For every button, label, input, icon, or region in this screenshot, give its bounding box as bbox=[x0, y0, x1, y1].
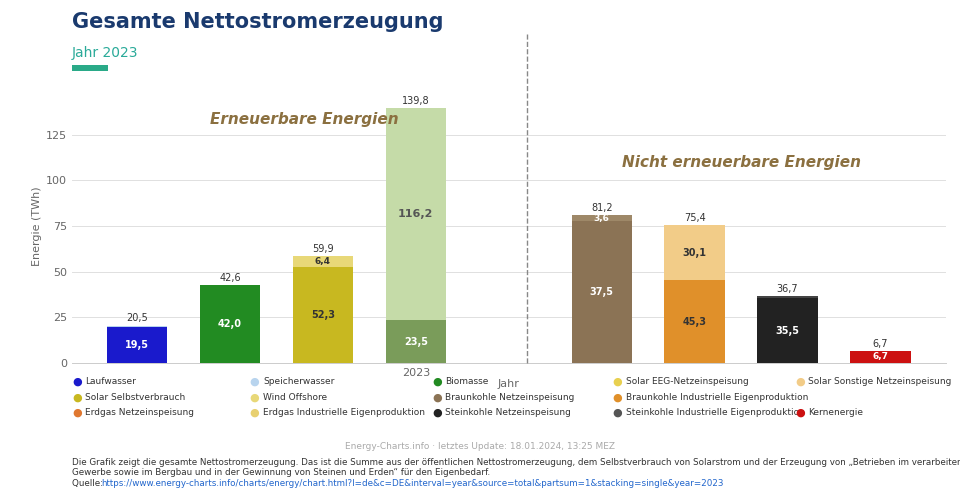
Text: 35,5: 35,5 bbox=[776, 326, 800, 335]
Bar bbox=[571, 221, 632, 363]
Text: Quelle:: Quelle: bbox=[72, 479, 106, 488]
Text: Jahr 2023: Jahr 2023 bbox=[72, 46, 138, 60]
Text: 81,2: 81,2 bbox=[591, 203, 612, 212]
Text: Erdgas Industrielle Eigenproduktion: Erdgas Industrielle Eigenproduktion bbox=[263, 409, 425, 417]
Bar bbox=[386, 108, 446, 320]
Bar bbox=[386, 320, 446, 363]
Bar bbox=[107, 328, 167, 363]
Text: 116,2: 116,2 bbox=[398, 209, 434, 219]
Text: Wind Offshore: Wind Offshore bbox=[263, 393, 327, 402]
Text: 20,5: 20,5 bbox=[126, 313, 148, 324]
Text: 6,7: 6,7 bbox=[873, 352, 889, 362]
Text: Braunkohle Netzeinspeisung: Braunkohle Netzeinspeisung bbox=[445, 393, 575, 402]
Y-axis label: Energie (TWh): Energie (TWh) bbox=[32, 186, 42, 266]
Text: ●: ● bbox=[612, 376, 622, 386]
Text: 42,0: 42,0 bbox=[218, 319, 242, 329]
Text: ●: ● bbox=[432, 376, 442, 386]
Text: Biomasse: Biomasse bbox=[445, 377, 489, 386]
Text: Laufwasser: Laufwasser bbox=[85, 377, 136, 386]
Text: Erneuerbare Energien: Erneuerbare Energien bbox=[210, 113, 398, 127]
Text: 23,5: 23,5 bbox=[404, 336, 428, 347]
Text: ●: ● bbox=[795, 408, 804, 418]
Text: 59,9: 59,9 bbox=[312, 244, 334, 253]
Text: ●: ● bbox=[72, 376, 82, 386]
Bar bbox=[293, 267, 353, 363]
Text: https://www.energy-charts.info/charts/energy/chart.html?l=de&c=DE&interval=year&: https://www.energy-charts.info/charts/en… bbox=[101, 479, 723, 488]
Bar bbox=[757, 296, 818, 298]
Text: ●: ● bbox=[72, 392, 82, 402]
Text: Steinkohle Netzeinspeisung: Steinkohle Netzeinspeisung bbox=[445, 409, 571, 417]
Bar bbox=[664, 280, 725, 363]
Text: Gewerbe sowie im Bergbau und in der Gewinnung von Steinen und Erden“ für den Eig: Gewerbe sowie im Bergbau und in der Gewi… bbox=[72, 468, 491, 477]
Text: 42,6: 42,6 bbox=[219, 273, 241, 283]
Text: ●: ● bbox=[250, 408, 259, 418]
Text: 52,3: 52,3 bbox=[311, 310, 335, 320]
Bar bbox=[664, 225, 725, 280]
Text: ●: ● bbox=[432, 408, 442, 418]
Text: ●: ● bbox=[72, 408, 82, 418]
Text: 6,7: 6,7 bbox=[873, 339, 888, 349]
Text: Erdgas Netzeinspeisung: Erdgas Netzeinspeisung bbox=[85, 409, 195, 417]
Text: Kernenergie: Kernenergie bbox=[808, 409, 863, 417]
Text: 30,1: 30,1 bbox=[683, 248, 707, 258]
Bar bbox=[571, 215, 632, 221]
Bar bbox=[200, 285, 260, 363]
Text: ●: ● bbox=[250, 376, 259, 386]
Text: 36,7: 36,7 bbox=[777, 284, 799, 294]
Bar bbox=[293, 256, 353, 267]
Text: 3,6: 3,6 bbox=[594, 213, 610, 223]
Text: ●: ● bbox=[795, 376, 804, 386]
Text: Die Grafik zeigt die gesamte Nettostromerzeugung. Das ist die Summe aus der öffe: Die Grafik zeigt die gesamte Nettostrome… bbox=[72, 458, 960, 467]
Text: ●: ● bbox=[612, 392, 622, 402]
Text: ●: ● bbox=[250, 392, 259, 402]
X-axis label: Jahr: Jahr bbox=[498, 379, 519, 389]
Text: Nicht erneuerbare Energien: Nicht erneuerbare Energien bbox=[622, 155, 861, 169]
Text: 6,4: 6,4 bbox=[315, 257, 331, 266]
Text: Gesamte Nettostromerzeugung: Gesamte Nettostromerzeugung bbox=[72, 12, 444, 32]
Text: Solar Selbstverbrauch: Solar Selbstverbrauch bbox=[85, 393, 185, 402]
Text: 45,3: 45,3 bbox=[683, 317, 707, 327]
Bar bbox=[757, 298, 818, 363]
Text: 75,4: 75,4 bbox=[684, 213, 706, 223]
Bar bbox=[107, 326, 167, 328]
Text: 19,5: 19,5 bbox=[125, 340, 149, 350]
Text: Solar Sonstige Netzeinspeisung: Solar Sonstige Netzeinspeisung bbox=[808, 377, 951, 386]
Text: ●: ● bbox=[432, 392, 442, 402]
Text: Braunkohle Industrielle Eigenproduktion: Braunkohle Industrielle Eigenproduktion bbox=[626, 393, 808, 402]
Text: 37,5: 37,5 bbox=[589, 288, 613, 297]
Text: Energy-Charts.info · letztes Update: 18.01.2024, 13:25 MEZ: Energy-Charts.info · letztes Update: 18.… bbox=[345, 442, 615, 451]
Text: Speicherwasser: Speicherwasser bbox=[263, 377, 334, 386]
Text: ●: ● bbox=[612, 408, 622, 418]
Text: 139,8: 139,8 bbox=[402, 95, 430, 106]
Text: Solar EEG-Netzeinspeisung: Solar EEG-Netzeinspeisung bbox=[626, 377, 749, 386]
Text: Steinkohle Industrielle Eigenproduktion: Steinkohle Industrielle Eigenproduktion bbox=[626, 409, 804, 417]
Bar bbox=[851, 351, 911, 363]
